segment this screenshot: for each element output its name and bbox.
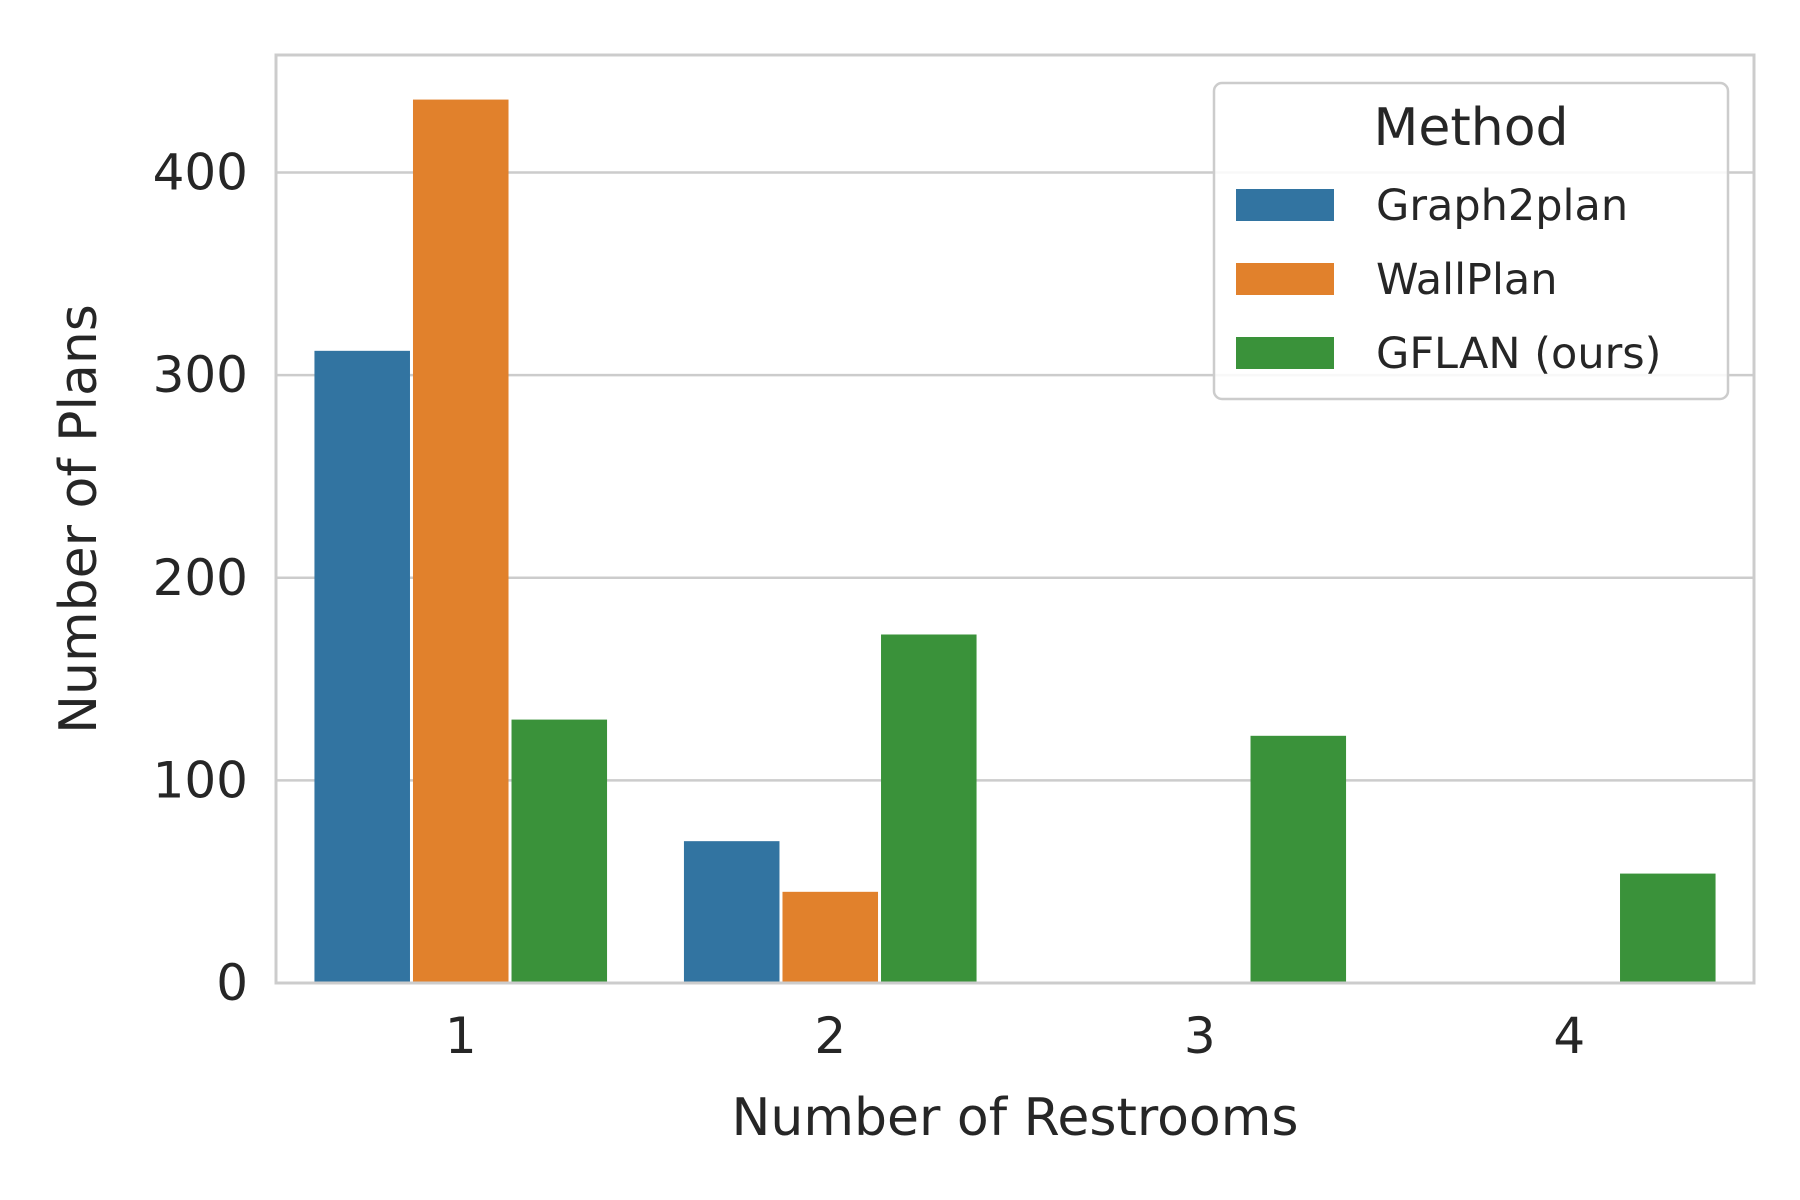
y-tick-label: 300: [153, 346, 248, 404]
legend-label: GFLAN (ours): [1376, 329, 1661, 379]
y-tick-labels: 0 100 200 300 400: [153, 144, 248, 1012]
x-tick-label: 3: [1184, 1007, 1216, 1065]
bar: [683, 841, 780, 983]
y-tick-label: 0: [216, 954, 248, 1012]
bar: [412, 99, 509, 983]
legend-swatch: [1236, 263, 1334, 295]
y-tick-label: 100: [153, 751, 248, 809]
bar: [511, 719, 608, 983]
bar: [314, 350, 410, 983]
x-tick-label: 2: [814, 1007, 846, 1065]
bar: [782, 891, 879, 983]
legend: Method Graph2plan WallPlan GFLAN (ours): [1212, 81, 1730, 401]
bars: [314, 99, 1716, 983]
legend-label: Graph2plan: [1376, 181, 1628, 231]
bar: [1620, 873, 1716, 983]
x-tick-label: 4: [1553, 1007, 1585, 1065]
plot-frame: [274, 53, 1756, 985]
legend-swatch: [1236, 337, 1334, 369]
y-axis-title: Number of Plans: [49, 304, 109, 734]
bar: [1250, 735, 1347, 983]
legend-title: Method: [1373, 98, 1568, 158]
legend-swatch: [1236, 189, 1334, 221]
legend-box: [1212, 81, 1730, 401]
y-tick-label: 400: [153, 144, 248, 202]
x-tick-labels: 1 2 3 4: [445, 1007, 1585, 1065]
legend-label: WallPlan: [1376, 255, 1558, 305]
x-axis-title: Number of Restrooms: [732, 1088, 1299, 1148]
y-tick-label: 200: [153, 549, 248, 607]
legend-items: Graph2plan WallPlan GFLAN (ours): [1236, 181, 1661, 379]
x-tick-label: 1: [445, 1007, 477, 1065]
bar: [881, 634, 977, 983]
